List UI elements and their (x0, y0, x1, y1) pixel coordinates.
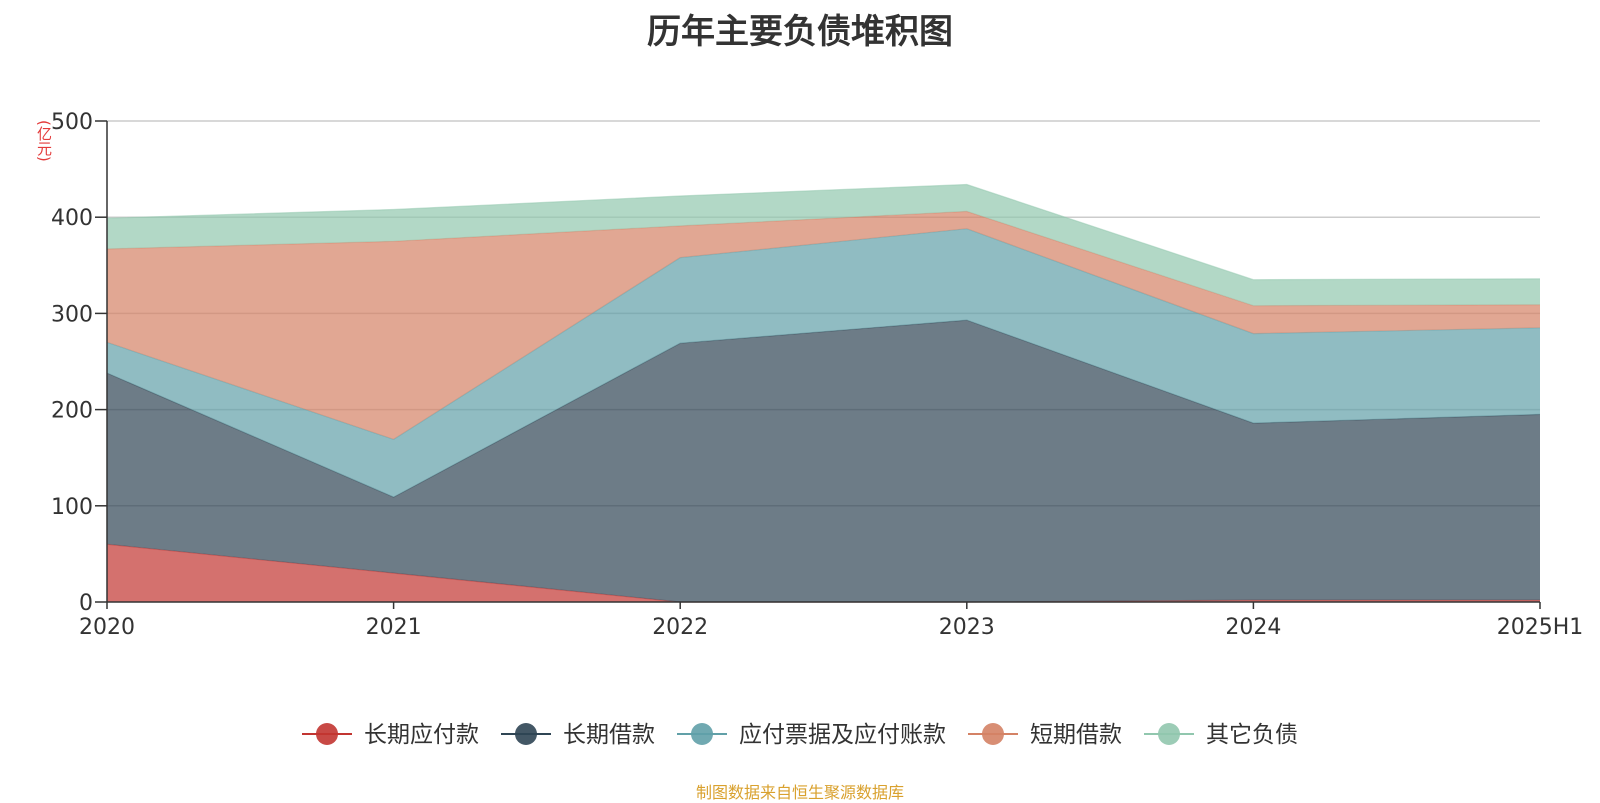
legend-marker-icon (982, 723, 1004, 745)
y-axis-unit-label: (亿元) (35, 120, 53, 162)
data-source-note: 制图数据来自恒生聚源数据库 (695, 783, 904, 802)
x-tick-label: 2021 (366, 615, 422, 640)
legend-label: 应付票据及应付账款 (739, 722, 946, 748)
area-series (107, 211, 1540, 440)
area-series (107, 228, 1540, 498)
y-tick-label: 100 (51, 495, 93, 520)
y-tick-label: 400 (51, 206, 93, 231)
x-tick-label: 2020 (79, 615, 135, 640)
area-series (107, 544, 1540, 602)
x-tick-label: 2023 (939, 615, 995, 640)
legend-marker-icon (691, 723, 713, 745)
x-tick-label: 2024 (1225, 615, 1281, 640)
y-tick-label: 0 (79, 591, 93, 616)
legend-marker-icon (1158, 723, 1180, 745)
y-tick-label: 300 (51, 302, 93, 327)
x-tick-label: 2022 (652, 615, 708, 640)
legend-marker-icon (515, 723, 537, 745)
chart-title: 历年主要负债堆积图 (647, 12, 953, 52)
legend-label: 长期应付款 (364, 722, 479, 748)
y-tick-label: 500 (51, 110, 93, 135)
area-series (107, 184, 1540, 306)
area-series (107, 320, 1540, 602)
x-tick-label: 2025H1 (1497, 615, 1584, 640)
area-series-edge (106, 183, 1541, 281)
legend-label: 长期借款 (563, 722, 655, 748)
legend-marker-icon (316, 723, 338, 745)
y-tick-label: 200 (51, 399, 93, 424)
legend-label: 其它负债 (1206, 722, 1298, 748)
legend-label: 短期借款 (1030, 722, 1122, 748)
